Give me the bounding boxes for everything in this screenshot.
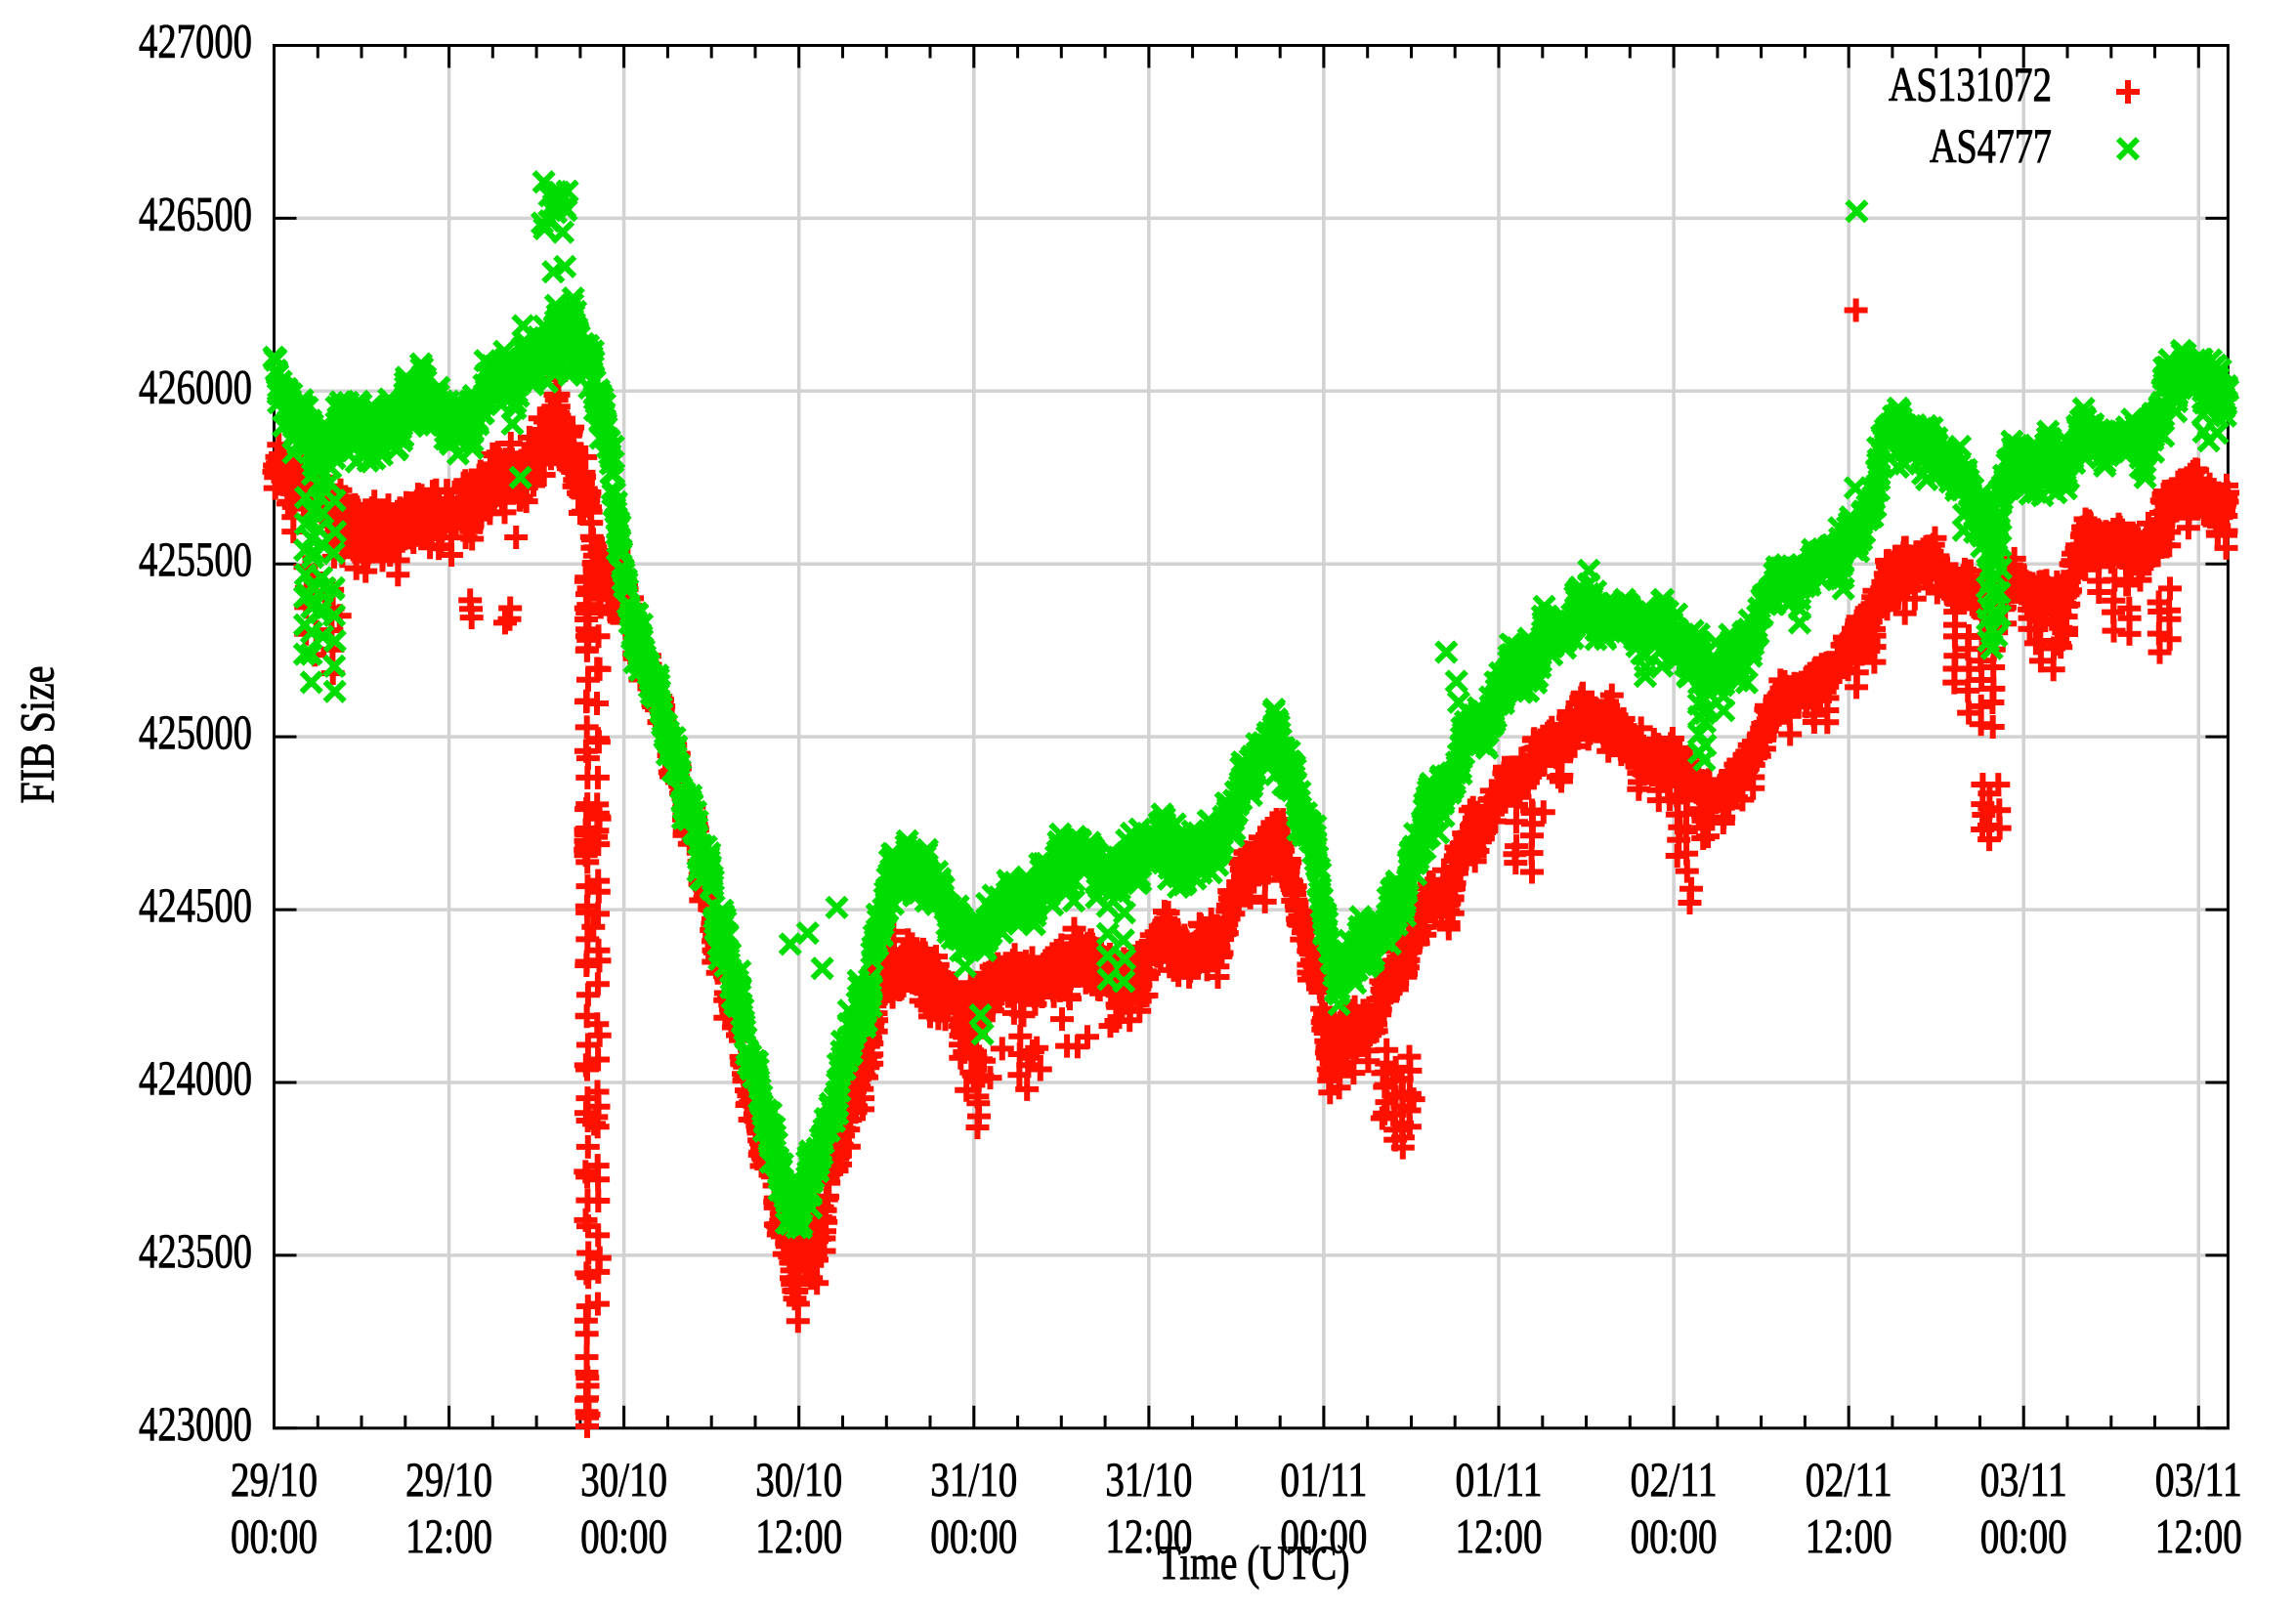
svg-text:424500: 424500 (139, 877, 252, 932)
svg-text:29/10: 29/10 (405, 1452, 492, 1506)
svg-text:Time (UTC): Time (UTC) (1158, 1535, 1350, 1590)
svg-text:29/10: 29/10 (231, 1452, 318, 1506)
svg-text:00:00: 00:00 (231, 1508, 318, 1563)
svg-text:31/10: 31/10 (1105, 1452, 1192, 1506)
svg-text:FIB Size: FIB Size (10, 666, 64, 804)
svg-text:30/10: 30/10 (755, 1452, 842, 1506)
svg-text:426000: 426000 (139, 359, 252, 413)
svg-text:426500: 426500 (139, 186, 252, 240)
svg-text:424000: 424000 (139, 1050, 252, 1105)
svg-text:30/10: 30/10 (580, 1452, 667, 1506)
svg-text:425000: 425000 (139, 704, 252, 759)
svg-text:00:00: 00:00 (1631, 1508, 1718, 1563)
svg-text:12:00: 12:00 (755, 1508, 842, 1563)
svg-text:00:00: 00:00 (580, 1508, 667, 1563)
svg-text:423500: 423500 (139, 1223, 252, 1278)
svg-text:12:00: 12:00 (1456, 1508, 1543, 1563)
svg-text:00:00: 00:00 (930, 1508, 1017, 1563)
svg-text:12:00: 12:00 (1806, 1508, 1892, 1563)
svg-text:12:00: 12:00 (405, 1508, 492, 1563)
svg-text:AS131072: AS131072 (1889, 57, 2052, 111)
svg-text:02/11: 02/11 (1806, 1452, 1892, 1506)
svg-text:12:00: 12:00 (1105, 1508, 1192, 1563)
svg-text:12:00: 12:00 (2155, 1508, 2242, 1563)
svg-text:AS4777: AS4777 (1930, 118, 2052, 173)
svg-text:00:00: 00:00 (1280, 1508, 1367, 1563)
svg-text:01/11: 01/11 (1280, 1452, 1367, 1506)
svg-text:02/11: 02/11 (1631, 1452, 1718, 1506)
svg-text:31/10: 31/10 (930, 1452, 1017, 1506)
svg-text:425500: 425500 (139, 531, 252, 586)
svg-text:423000: 423000 (139, 1396, 252, 1451)
svg-text:01/11: 01/11 (1456, 1452, 1543, 1506)
svg-text:03/11: 03/11 (2155, 1452, 2242, 1506)
svg-text:427000: 427000 (139, 14, 252, 68)
svg-text:00:00: 00:00 (1980, 1508, 2067, 1563)
svg-text:03/11: 03/11 (1980, 1452, 2067, 1506)
